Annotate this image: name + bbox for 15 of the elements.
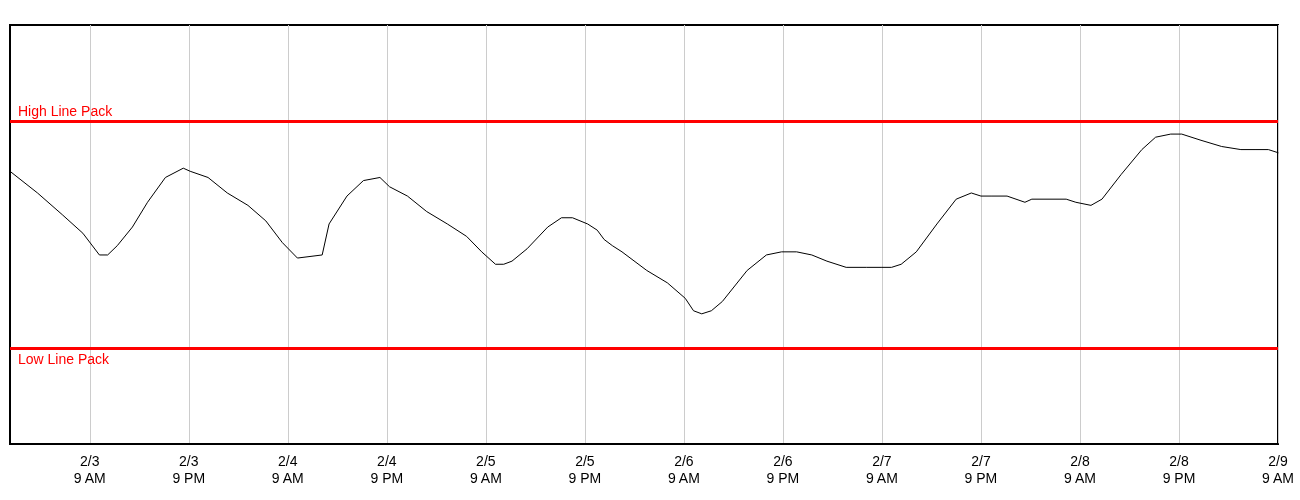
x-tick-label: 2/5 9 AM xyxy=(469,452,502,486)
x-tick-label: 2/8 9 AM xyxy=(1064,452,1096,486)
x-tick-label: 2/4 9 PM xyxy=(370,452,404,486)
x-tick-label: 2/7 9 PM xyxy=(964,452,998,486)
x-tick-label: 2/9 9 AM xyxy=(1262,452,1294,486)
x-tick-label: 2/7 9 AM xyxy=(865,452,898,486)
x-tick-label: 2/8 9 PM xyxy=(1162,452,1196,486)
x-tick-label: 2/3 9 PM xyxy=(172,452,206,486)
x-tick-label: 2/6 9 AM xyxy=(667,452,700,486)
ref-line-label: High Line Pack xyxy=(18,102,114,119)
x-tick-label: 2/6 9 PM xyxy=(766,452,800,486)
x-tick-label: 2/3 9 AM xyxy=(73,452,106,486)
ref-line-label: Low Line Pack xyxy=(18,350,111,367)
x-tick-label: 2/4 9 AM xyxy=(271,452,304,486)
x-tick-label: 2/5 9 PM xyxy=(568,452,602,486)
